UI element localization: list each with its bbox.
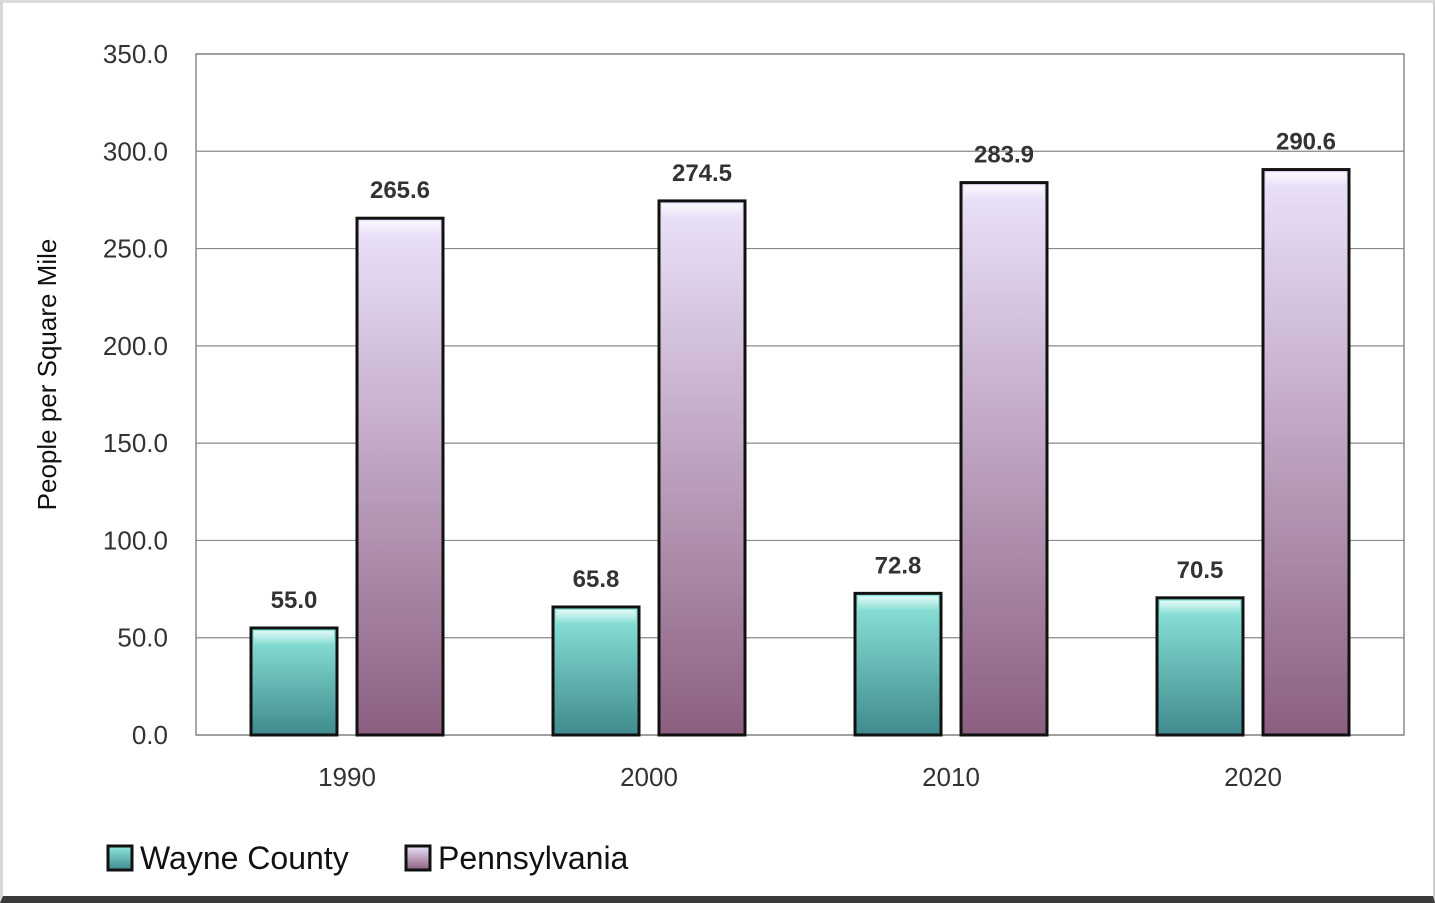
data-label: 265.6 (370, 177, 430, 204)
bar-highlight (556, 609, 636, 624)
data-labels: 55.0 265.6 65.8 274.5 72.8 283.9 70.5 290.6 (271, 129, 1336, 614)
bar-highlight (254, 630, 334, 645)
x-axis-ticks: 1990 2000 2010 2020 (318, 762, 1282, 792)
bar-highlight (360, 221, 440, 236)
bars (249, 168, 1351, 737)
bar-pennsylvania-1990 (355, 216, 445, 737)
legend-swatch (106, 844, 134, 872)
bar-pennsylvania-2000 (657, 199, 747, 737)
y-tick-label: 300.0 (103, 136, 168, 166)
x-tick-label: 2020 (1224, 762, 1282, 792)
y-tick-label: 250.0 (103, 234, 168, 264)
legend-item-wayne-county: Wayne County (106, 840, 349, 876)
bar-highlight (858, 596, 938, 611)
y-tick-label: 100.0 (103, 525, 168, 555)
bar-wayne-county-1990 (249, 626, 339, 737)
y-axis-title: People per Square Mile (32, 239, 62, 511)
y-tick-label: 200.0 (103, 331, 168, 361)
bar-wayne-county-2010 (853, 591, 943, 737)
x-tick-label: 1990 (318, 762, 376, 792)
legend-label: Wayne County (140, 840, 349, 876)
legend: Wayne County Pennsylvania (106, 840, 629, 876)
data-label: 70.5 (1177, 557, 1224, 584)
y-axis-ticks: 0.0 50.0 100.0 150.0 200.0 250.0 300.0 350.0 (103, 39, 168, 750)
x-tick-label: 2000 (620, 762, 678, 792)
data-label: 72.8 (875, 552, 922, 579)
data-label: 290.6 (1276, 129, 1336, 156)
data-label: 274.5 (672, 160, 732, 187)
data-label: 55.0 (271, 587, 318, 614)
legend-swatch (404, 844, 432, 872)
bar-highlight (1266, 172, 1346, 187)
y-tick-label: 150.0 (103, 428, 168, 458)
bar-highlight (964, 185, 1044, 200)
bar-wayne-county-2000 (551, 605, 641, 737)
x-tick-label: 2010 (922, 762, 980, 792)
plot-area (195, 53, 1405, 736)
data-label: 283.9 (974, 142, 1034, 169)
y-tick-label: 50.0 (117, 623, 168, 653)
bar-highlight (662, 203, 742, 218)
bar-highlight (1160, 600, 1240, 615)
legend-label: Pennsylvania (438, 840, 629, 876)
bar-pennsylvania-2010 (959, 181, 1049, 737)
y-tick-label: 0.0 (132, 720, 168, 750)
legend-item-pennsylvania: Pennsylvania (404, 840, 629, 876)
y-tick-label: 350.0 (103, 39, 168, 69)
data-label: 65.8 (573, 566, 620, 593)
bar-pennsylvania-2020 (1261, 168, 1351, 737)
bar-wayne-county-2020 (1155, 596, 1245, 737)
